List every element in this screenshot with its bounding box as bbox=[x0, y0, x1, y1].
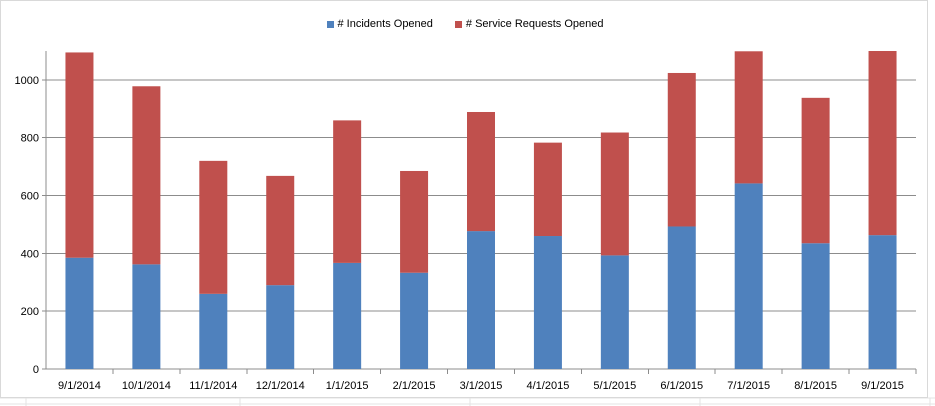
bar-service-requests-5 bbox=[400, 170, 429, 273]
bar-service-requests-2 bbox=[199, 160, 228, 294]
legend-item-incidents: # Incidents Opened bbox=[326, 18, 433, 30]
legend-swatch-incidents bbox=[326, 20, 334, 28]
x-tick-label-7: 4/1/2015 bbox=[527, 380, 570, 392]
x-tick-label-8: 5/1/2015 bbox=[593, 380, 636, 392]
bar-incidents-11 bbox=[801, 243, 830, 369]
legend-item-service-requests: # Service Requests Opened bbox=[454, 18, 604, 30]
bar-incidents-4 bbox=[333, 262, 362, 369]
x-tick-label-1: 10/1/2014 bbox=[122, 380, 171, 392]
bar-service-requests-8 bbox=[600, 132, 629, 256]
plot-area: 0 200 400 600 800 1000 9/1/2014 10/1/2014 11/1/2… bbox=[15, 51, 917, 392]
bar-service-requests-11 bbox=[801, 97, 830, 244]
bar-service-requests-7 bbox=[533, 142, 562, 237]
x-tick-label-11: 8/1/2015 bbox=[794, 380, 837, 392]
y-tick-label-1000: 1000 bbox=[15, 75, 39, 87]
legend-label-service-requests: # Service Requests Opened bbox=[465, 18, 604, 30]
bar-incidents-7 bbox=[533, 236, 562, 369]
y-tick-label-0: 0 bbox=[33, 364, 39, 376]
bar-incidents-10 bbox=[734, 183, 763, 369]
bar-incidents-2 bbox=[199, 293, 228, 369]
x-tick-label-3: 12/1/2014 bbox=[256, 380, 305, 392]
bar-service-requests-4 bbox=[333, 120, 362, 263]
legend-swatch-service-requests bbox=[454, 20, 462, 28]
bar-service-requests-0 bbox=[65, 52, 94, 258]
bar-service-requests-1 bbox=[132, 86, 161, 265]
x-tick-label-4: 1/1/2015 bbox=[326, 380, 369, 392]
y-tick-label-400: 400 bbox=[21, 248, 39, 260]
bar-service-requests-12 bbox=[868, 51, 897, 236]
bar-incidents-3 bbox=[266, 285, 295, 369]
bar-incidents-6 bbox=[467, 231, 495, 369]
bar-incidents-9 bbox=[667, 226, 696, 369]
bar-service-requests-9 bbox=[667, 72, 696, 227]
x-tick-label-10: 7/1/2015 bbox=[727, 380, 770, 392]
chart-area[interactable]: # Incidents Opened # Service Requests Op… bbox=[0, 0, 928, 398]
bar-service-requests-3 bbox=[266, 175, 295, 286]
y-tick-label-800: 800 bbox=[21, 133, 39, 145]
legend: # Incidents Opened # Service Requests Op… bbox=[1, 15, 929, 33]
x-tick-label-9: 6/1/2015 bbox=[660, 380, 703, 392]
bar-incidents-8 bbox=[600, 255, 629, 369]
legend-label-incidents: # Incidents Opened bbox=[337, 18, 433, 30]
bar-incidents-1 bbox=[132, 264, 161, 369]
x-tick-label-12: 9/1/2015 bbox=[861, 380, 904, 392]
x-tick-label-0: 9/1/2014 bbox=[58, 380, 101, 392]
x-tick-label-5: 2/1/2015 bbox=[393, 380, 436, 392]
x-tick-label-6: 3/1/2015 bbox=[460, 380, 503, 392]
bar-incidents-12 bbox=[868, 235, 897, 369]
bar-service-requests-6 bbox=[467, 111, 495, 232]
y-tick-label-200: 200 bbox=[21, 306, 39, 318]
bar-incidents-5 bbox=[400, 272, 429, 369]
x-tick-label-2: 11/1/2014 bbox=[189, 380, 237, 392]
y-tick-label-600: 600 bbox=[21, 191, 39, 203]
bar-service-requests-10 bbox=[734, 51, 763, 184]
bar-incidents-0 bbox=[65, 257, 94, 369]
